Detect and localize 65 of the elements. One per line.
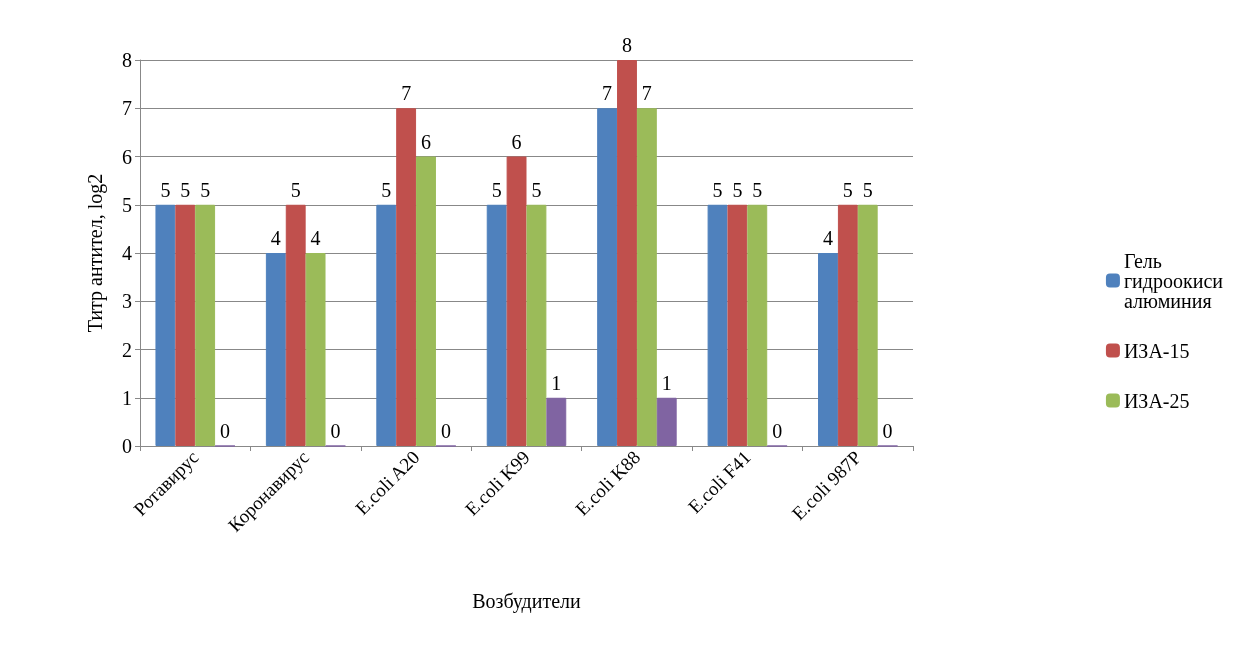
legend-label: ИЗА-25 — [1123, 389, 1190, 412]
data-label: 4 — [310, 227, 321, 249]
data-label: 6 — [421, 130, 432, 153]
y-tick-label: 0 — [122, 435, 132, 457]
data-label: 5 — [381, 178, 392, 201]
bar — [285, 204, 306, 446]
data-label: 5 — [491, 178, 502, 201]
data-label: 5 — [752, 178, 763, 201]
bar — [416, 156, 436, 446]
y-tick-label: 2 — [122, 338, 132, 361]
data-label: 5 — [180, 178, 191, 201]
data-label: 5 — [200, 178, 211, 201]
bar — [175, 204, 196, 446]
data-label: 0 — [772, 419, 783, 442]
y-tick-label: 5 — [122, 193, 132, 216]
bar — [617, 60, 637, 446]
data-label: 4 — [270, 227, 281, 249]
y-tick-label: 8 — [122, 49, 132, 71]
data-label: 1 — [551, 371, 562, 394]
data-label: 5 — [712, 178, 723, 201]
y-tick-label: 4 — [122, 242, 132, 264]
y-tick-label: 3 — [122, 290, 132, 313]
data-label: 5 — [732, 178, 743, 201]
y-axis-title: Титр антител, log2 — [84, 173, 107, 333]
bar — [597, 108, 618, 446]
bar — [486, 204, 507, 446]
bar — [747, 204, 768, 446]
bar — [265, 253, 286, 446]
y-tick-label: 7 — [122, 97, 132, 120]
data-label: 0 — [882, 419, 893, 442]
bar — [837, 204, 858, 446]
data-label: 5 — [862, 178, 873, 201]
data-label: 1 — [661, 371, 672, 394]
bar — [707, 204, 728, 446]
data-label: 5 — [290, 178, 301, 201]
data-label: 4 — [822, 227, 833, 249]
bar — [546, 397, 567, 446]
data-label: 7 — [602, 82, 613, 105]
bar — [376, 204, 397, 446]
y-tick-label: 1 — [122, 386, 132, 409]
y-tick-label: 6 — [122, 145, 132, 168]
bar — [195, 204, 216, 446]
bar — [526, 204, 547, 446]
bar — [305, 253, 326, 446]
data-label: 5 — [160, 178, 171, 201]
bar — [818, 253, 838, 446]
data-label: 5 — [531, 178, 542, 201]
data-label: 0 — [440, 419, 451, 442]
data-label: 0 — [330, 419, 341, 442]
data-label: 7 — [401, 82, 412, 105]
data-label: 7 — [641, 82, 652, 105]
legend-label: ИЗА-15 — [1123, 339, 1190, 362]
bar — [656, 397, 677, 446]
bar — [155, 204, 176, 446]
bar — [727, 204, 748, 446]
data-label: 5 — [842, 178, 853, 201]
bar — [857, 204, 878, 446]
data-label: 6 — [511, 130, 522, 153]
x-axis-title: Возбудители — [472, 590, 582, 613]
bar — [506, 156, 527, 446]
data-label: 8 — [621, 34, 632, 56]
bar — [636, 108, 657, 446]
data-label: 0 — [220, 419, 231, 442]
legend-label: Гель гидроокиси алюминия — [1123, 249, 1229, 312]
bar — [396, 108, 417, 446]
